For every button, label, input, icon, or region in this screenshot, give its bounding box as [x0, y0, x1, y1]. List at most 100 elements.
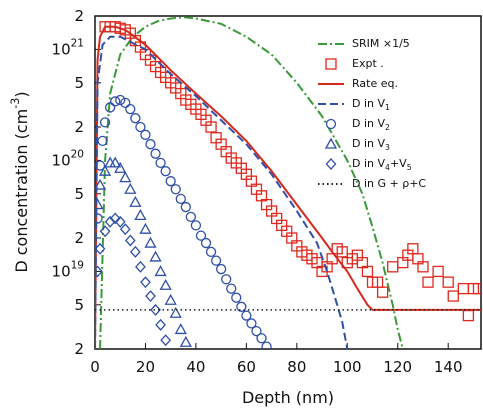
series-line: [95, 25, 481, 349]
y-tick-label: 2: [74, 340, 84, 358]
triangle-marker: [154, 265, 167, 277]
y-tick-label: 1021: [52, 37, 84, 58]
circle-marker: [150, 148, 161, 159]
triangle-marker: [134, 209, 147, 220]
square-marker: [442, 276, 454, 288]
triangle-marker: [164, 293, 177, 305]
y-tick-label: 1019: [52, 259, 84, 280]
triangle-marker: [114, 161, 127, 173]
square-marker: [417, 261, 429, 273]
legend-label: Rate eq.: [352, 77, 398, 90]
circle-marker: [175, 193, 186, 205]
circle-marker: [205, 246, 217, 258]
circle-marker: [125, 103, 136, 115]
circle-marker: [110, 96, 121, 107]
x-tick-label: 100: [333, 358, 362, 376]
diamond-marker: [95, 242, 106, 255]
y-axis-label: D concentration (cm-3): [9, 91, 31, 272]
triangle-marker: [109, 156, 122, 168]
square-marker: [336, 246, 348, 258]
circle-marker: [200, 237, 212, 249]
triangle-marker: [144, 236, 157, 248]
legend-label: Expt .: [352, 57, 384, 70]
triangle-marker: [95, 178, 107, 190]
x-axis-label: Depth (nm): [242, 388, 334, 407]
x-tick-label: 140: [434, 358, 463, 376]
circle-marker: [180, 201, 191, 213]
legend-label: SRIM ×1/5: [352, 37, 410, 50]
x-tick-label: 40: [186, 358, 205, 376]
circle-marker: [226, 283, 237, 294]
circle-marker: [170, 184, 181, 195]
circle-marker: [104, 102, 116, 113]
triangle-marker: [119, 171, 132, 183]
triangle-marker: [159, 278, 172, 290]
diamond-marker: [160, 334, 172, 347]
circle-marker: [130, 113, 141, 124]
circle-marker: [236, 301, 247, 312]
square-marker: [432, 265, 444, 278]
circle-marker: [95, 160, 106, 171]
square-marker: [422, 276, 434, 288]
diamond-marker: [155, 318, 166, 331]
triangle-marker: [139, 222, 152, 234]
triangle-marker: [174, 323, 187, 335]
circle-marker: [256, 333, 267, 344]
plot-frame: [94, 15, 482, 350]
x-tick-label: 0: [90, 358, 100, 376]
square-marker: [472, 282, 481, 295]
triangle-marker: [98, 164, 112, 176]
triangle-marker: [169, 306, 182, 318]
legend-label: D in V4+V5: [352, 157, 412, 172]
circle-marker: [140, 129, 151, 140]
circle-marker: [165, 176, 176, 187]
square-marker: [387, 261, 399, 273]
x-tick-label: 120: [383, 358, 412, 376]
circle-marker: [246, 318, 257, 329]
diamond-marker: [104, 215, 116, 228]
diamond-marker: [135, 260, 146, 273]
diamond-marker: [124, 234, 136, 247]
y-tick-label: 1020: [52, 148, 84, 169]
circle-marker: [221, 274, 232, 285]
legend-label: D in V2: [352, 117, 390, 132]
circle-marker: [241, 310, 252, 321]
y-tick-label: 2: [74, 118, 84, 136]
legend-marker: [325, 118, 337, 130]
circle-marker: [185, 211, 197, 223]
diamond-marker: [109, 212, 121, 225]
y-tick-label: 5: [74, 184, 84, 202]
circle-marker: [135, 121, 146, 133]
square-marker: [447, 290, 459, 302]
triangle-marker: [149, 250, 162, 262]
diamond-marker: [145, 290, 156, 303]
series-line: [95, 35, 349, 349]
diamond-marker: [119, 223, 131, 236]
triangle-marker: [104, 156, 117, 168]
circle-marker: [155, 157, 166, 169]
series-line: [99, 16, 404, 349]
y-tick-label: 2: [74, 7, 84, 25]
circle-marker: [251, 325, 262, 337]
circle-marker: [160, 166, 171, 177]
circle-marker: [215, 263, 227, 275]
y-tick-label: 5: [74, 295, 84, 313]
circle-marker: [195, 230, 207, 241]
circle-marker: [190, 220, 202, 231]
square-marker: [205, 121, 217, 133]
legend-label: D in V3: [352, 137, 390, 152]
circle-marker: [210, 255, 222, 266]
triangle-marker: [129, 195, 142, 207]
legend-marker: [324, 137, 338, 149]
square-marker: [462, 309, 475, 322]
x-tick-label: 20: [136, 358, 155, 376]
diamond-marker: [129, 245, 141, 258]
diamond-marker: [140, 276, 151, 289]
circle-marker: [120, 97, 131, 109]
legend-marker: [325, 158, 337, 170]
plot-area: [95, 16, 481, 349]
y-tick-label: 2: [74, 229, 84, 247]
circle-marker: [231, 292, 242, 303]
y-tick-label: 5: [74, 73, 84, 91]
